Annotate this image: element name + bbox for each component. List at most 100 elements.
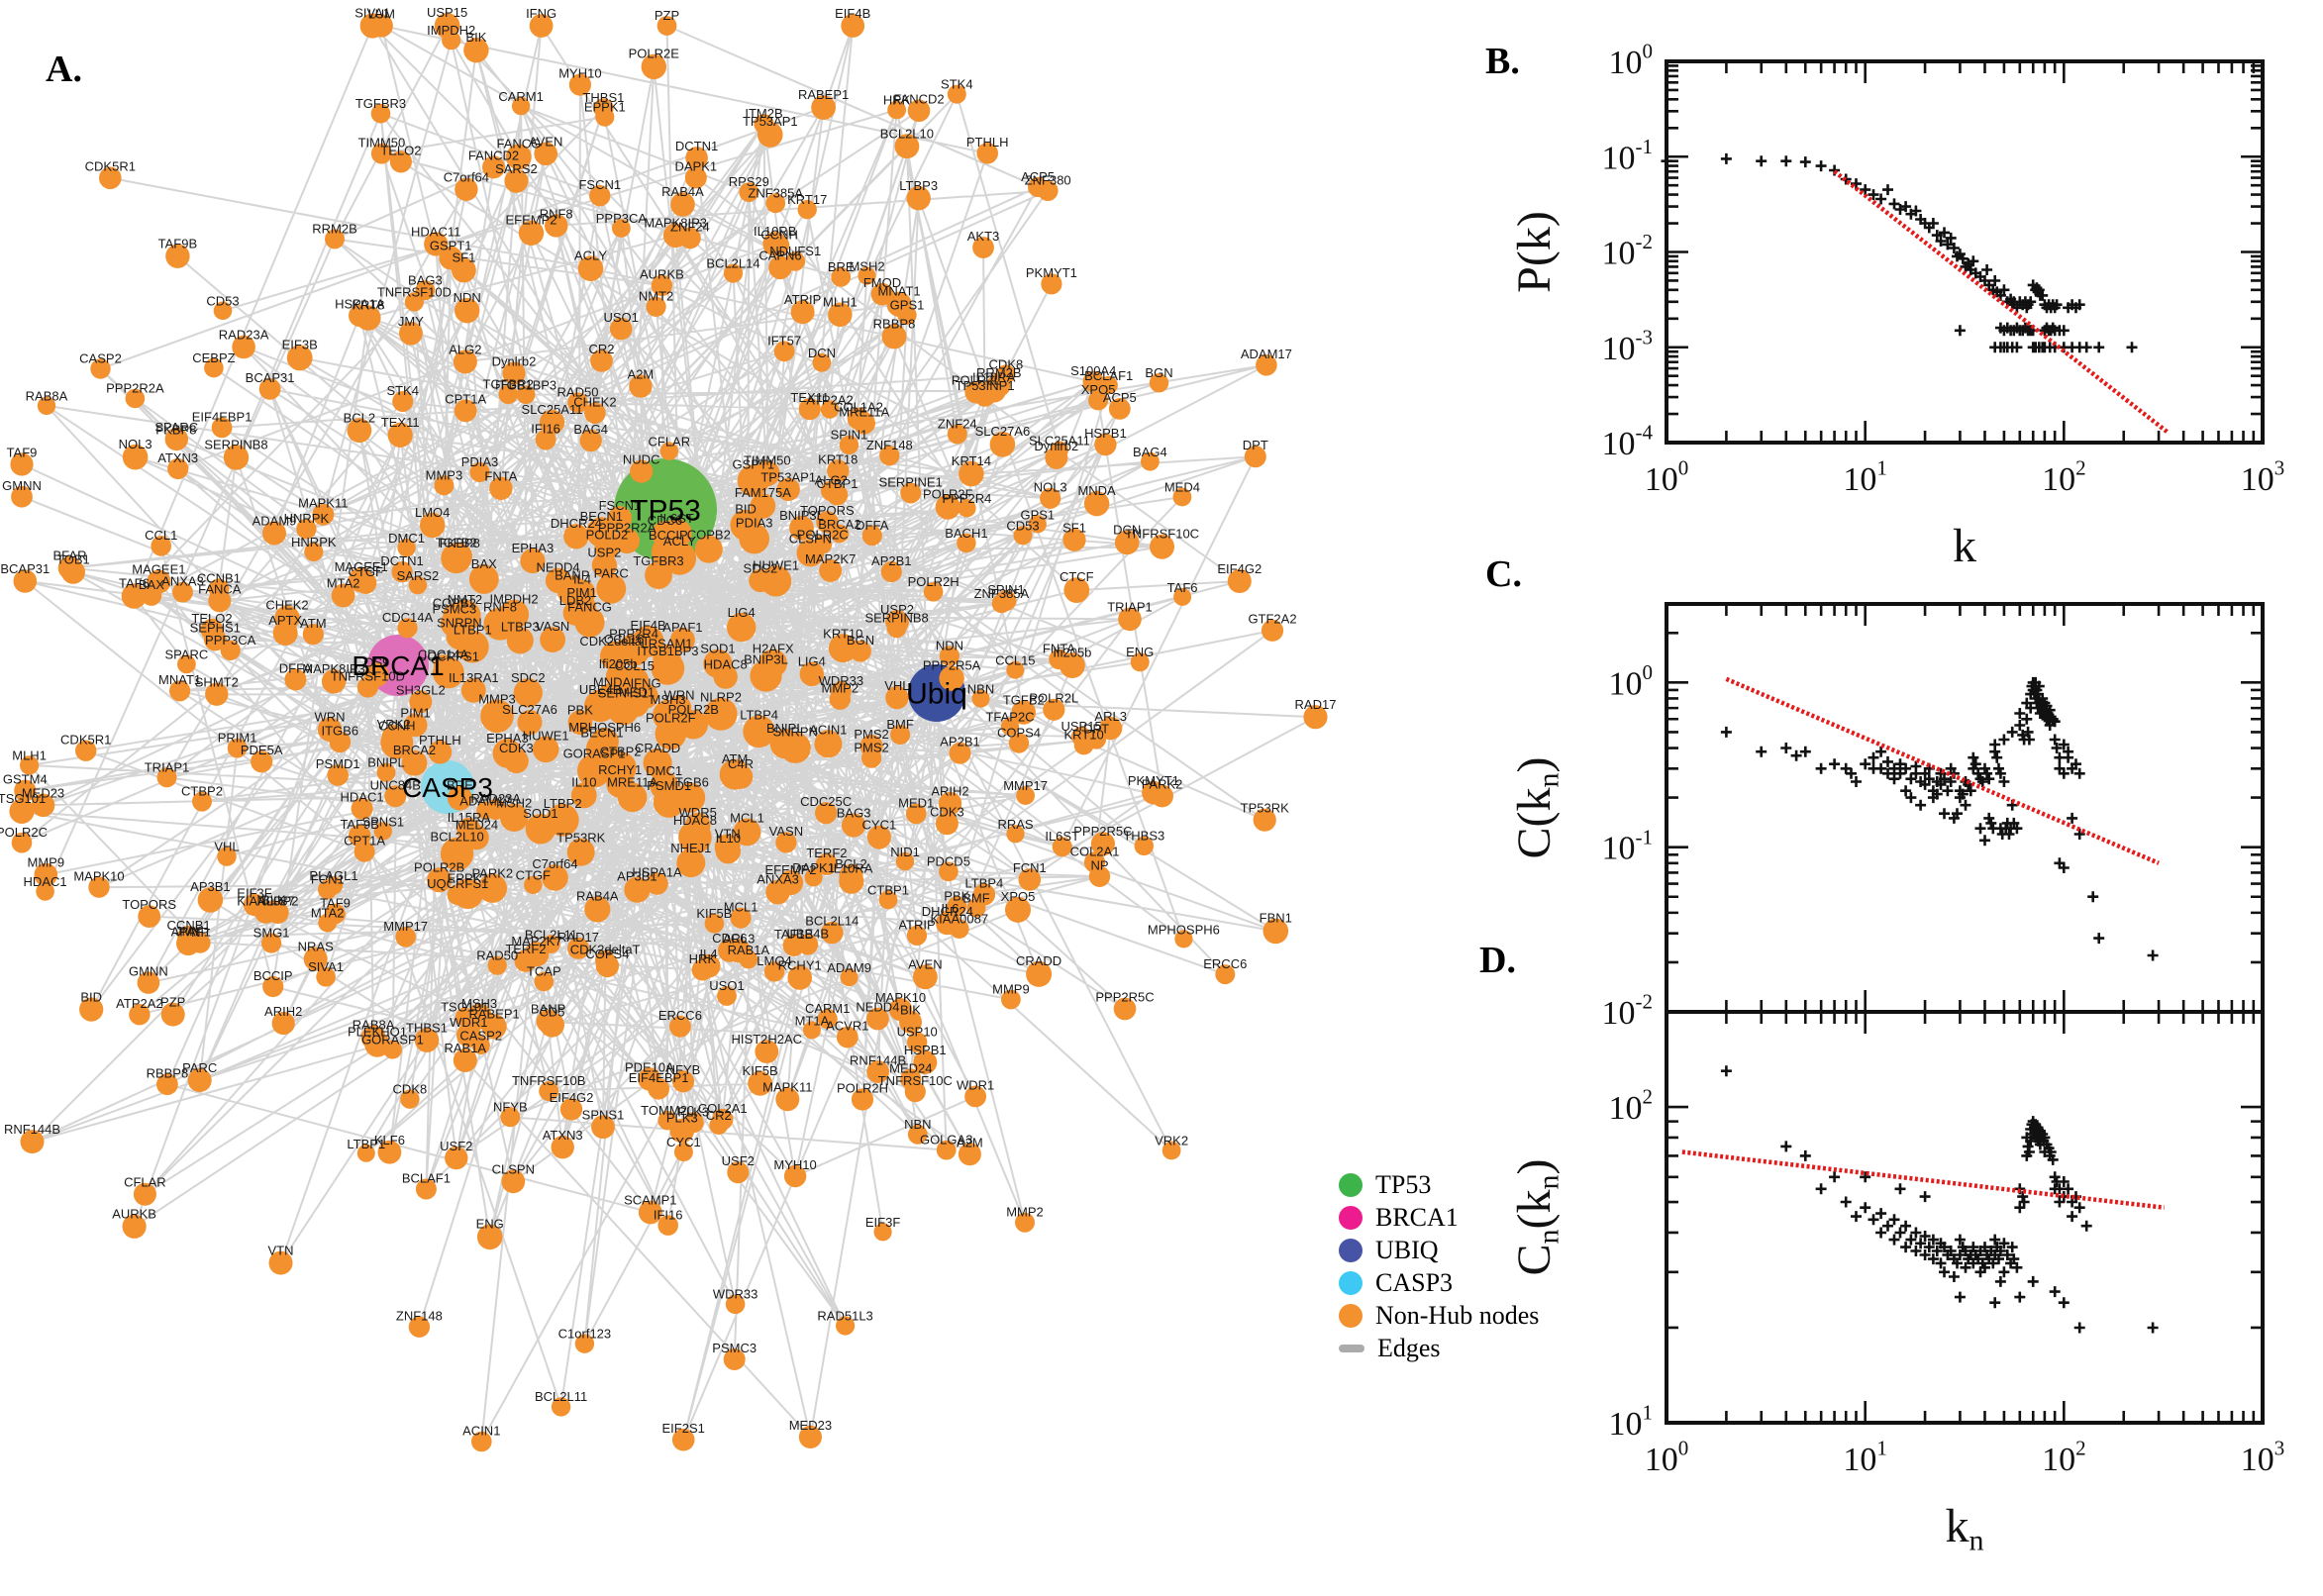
network-node-label: CDC14A	[382, 610, 434, 625]
network-node	[765, 879, 790, 905]
network-node	[755, 1040, 779, 1063]
network-node-label: HDAC1	[24, 874, 67, 889]
network-node-label: MAP2K7	[511, 934, 561, 948]
fit-line-c	[1725, 676, 2160, 865]
network-node-label: MMP3	[478, 692, 516, 707]
network-node	[653, 644, 681, 673]
network-node	[704, 914, 725, 934]
network-node-label: POLR2L	[1029, 691, 1078, 706]
network-node	[612, 219, 631, 238]
network-node	[617, 782, 648, 813]
network-node	[1005, 896, 1031, 923]
network-node	[506, 144, 532, 170]
network-node-label: EPPK1	[448, 870, 489, 885]
tick-label: 10-1	[1602, 135, 1654, 176]
network-node	[972, 883, 996, 906]
network-node-label: ITM2B	[745, 106, 782, 121]
network-node	[133, 1182, 156, 1206]
network-node	[790, 300, 815, 325]
network-node-label: COPB2	[687, 528, 731, 543]
network-node-label: BMF	[886, 717, 914, 732]
network-node	[830, 524, 850, 544]
network-node-label: TOPORS	[122, 897, 176, 912]
legend-item-edges: Edges	[1339, 1332, 1539, 1364]
network-node	[511, 96, 531, 116]
network-node-label: HUWE1	[523, 729, 569, 744]
network-node-label: WRN	[314, 710, 345, 725]
network-node	[463, 38, 489, 63]
network-node	[815, 852, 838, 875]
fit-line-d	[1681, 1149, 2165, 1210]
network-node-label: PMS2	[854, 741, 888, 755]
network-node	[727, 939, 752, 963]
network-node	[1113, 997, 1137, 1021]
network-node-label: UBE4B	[786, 927, 829, 942]
network-node	[164, 427, 188, 451]
network-node-label: BCL2L10	[880, 126, 934, 141]
network-node	[659, 442, 678, 460]
network-node-label: RAB4A	[576, 888, 619, 903]
network-node	[500, 803, 529, 832]
network-node	[415, 1178, 437, 1200]
network-node-label: USP2	[587, 545, 621, 559]
network-node-label: TNFRSF10C	[878, 1073, 953, 1088]
network-node-label: CTGF	[516, 868, 551, 883]
axis-ticks	[1665, 59, 2265, 445]
network-node-label: EIF4B	[631, 618, 666, 633]
network-node-label: ACIN1	[809, 722, 847, 737]
network-node	[828, 302, 853, 327]
network-node	[900, 482, 922, 504]
network-node-label: LDB2	[559, 593, 592, 608]
network-node-label: S100A4	[1070, 363, 1116, 378]
network-node	[90, 358, 111, 379]
network-node	[1114, 530, 1140, 555]
network-node-label: CD53	[1006, 518, 1039, 533]
network-node-label: SNRPN	[437, 616, 482, 631]
network-node-label: MAGEE1	[335, 559, 388, 574]
network-node-label: HNRPK	[284, 511, 330, 526]
network-node-label: PARK2	[1142, 777, 1183, 792]
network-node-label: BAG3	[837, 805, 871, 820]
network-node-label: COPS4	[997, 725, 1041, 740]
network-node-label: JMY	[398, 314, 424, 329]
network-node	[765, 193, 786, 214]
network-node	[205, 682, 229, 706]
network-node-label: WRN	[663, 688, 694, 703]
network-node-label: TERF2	[806, 846, 847, 860]
network-node	[645, 561, 672, 589]
network-node-label: ADAM17	[1241, 347, 1292, 361]
network-node-label: LTBP1	[454, 623, 492, 638]
network-node	[10, 452, 34, 476]
network-node-label: DCN	[808, 346, 836, 360]
network-node-label: ARL3	[723, 932, 756, 947]
network-node	[957, 533, 976, 553]
network-node	[880, 560, 902, 583]
network-node-label: MAPK11	[762, 1079, 812, 1094]
network-node-label: IFNG	[526, 6, 556, 21]
network-node	[220, 640, 241, 661]
network-node	[1082, 370, 1104, 393]
network-node-label: PBK	[944, 888, 969, 903]
network-node	[851, 1088, 874, 1111]
network-node	[1261, 619, 1284, 642]
network-node	[972, 237, 994, 258]
network-node-label: THBS3	[1123, 829, 1164, 844]
network-node-label: CASP2	[459, 1029, 502, 1044]
network-node	[370, 143, 392, 164]
network-node	[529, 14, 554, 38]
network-node-label: KLF6	[374, 1133, 405, 1147]
network-node	[1130, 652, 1150, 672]
network-node-label: VTN	[268, 1244, 294, 1258]
network-node	[913, 1050, 938, 1074]
network-node	[670, 192, 695, 217]
network-node-label: PPP2R5C	[1073, 824, 1132, 839]
legend-item-nonhub: Non-Hub nodes	[1339, 1299, 1539, 1332]
network-node-label: MAPK11	[298, 496, 348, 511]
network-node	[500, 1107, 521, 1128]
network-node-label: MAPK8IP3	[644, 216, 707, 231]
network-node	[13, 569, 38, 593]
network-node	[546, 803, 579, 837]
network-node-label: NOL3	[119, 437, 152, 451]
network-node-label: RABEP1	[798, 87, 849, 102]
network-node-label: CTBP1	[867, 883, 909, 898]
